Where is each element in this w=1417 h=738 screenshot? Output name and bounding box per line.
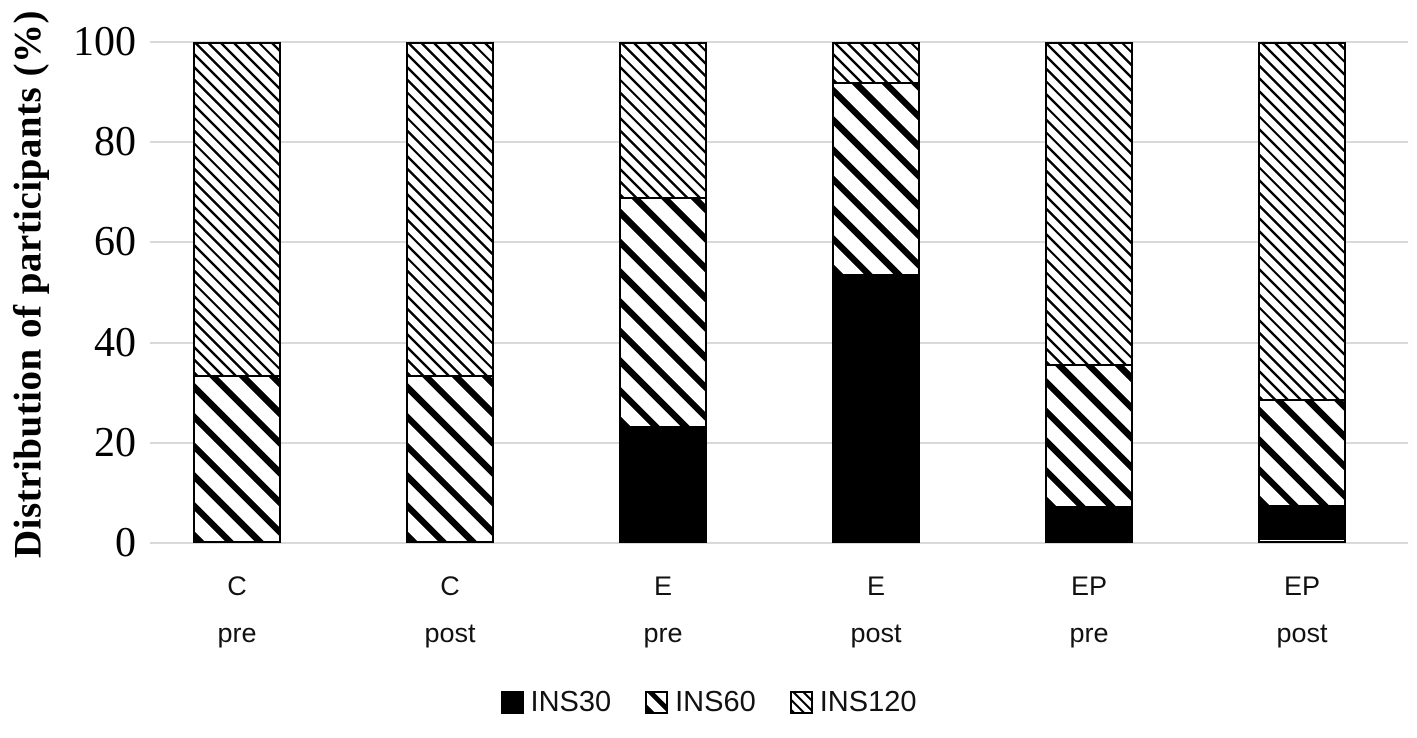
gridline bbox=[150, 41, 1408, 43]
gridline bbox=[150, 441, 1408, 444]
segment-ins120 bbox=[195, 44, 279, 376]
x-label-time: post bbox=[424, 618, 476, 648]
gridline bbox=[150, 542, 1408, 544]
segment-ins60 bbox=[1260, 398, 1344, 506]
legend-swatch-ins120 bbox=[789, 691, 813, 714]
segment-ins60 bbox=[834, 82, 918, 274]
segment-ins60 bbox=[195, 375, 279, 541]
bar-ep-pre bbox=[1045, 42, 1133, 543]
x-tick-label-ep-pre: EP pre bbox=[983, 563, 1195, 657]
segment-ins120 bbox=[408, 44, 492, 376]
legend-label: INS120 bbox=[819, 686, 917, 718]
legend-item-ins120: INS120 bbox=[789, 686, 917, 718]
legend-label: INS30 bbox=[530, 686, 612, 718]
x-label-group: E bbox=[653, 571, 672, 601]
x-label-group: E bbox=[866, 571, 885, 601]
segment-ins60 bbox=[408, 375, 492, 541]
legend-label: INS60 bbox=[675, 686, 756, 718]
segment-ins30 bbox=[834, 273, 918, 541]
x-label-time: pre bbox=[643, 618, 683, 648]
gridline bbox=[150, 341, 1408, 344]
x-tick-label-ep-post: EP post bbox=[1196, 563, 1408, 657]
legend-swatch-ins60 bbox=[645, 691, 669, 714]
segment-ins120 bbox=[621, 44, 705, 197]
x-label-time: pre bbox=[1069, 618, 1109, 648]
segment-ins60 bbox=[1047, 363, 1131, 506]
gridline bbox=[150, 241, 1408, 244]
bar-c-pre bbox=[193, 42, 281, 543]
segment-ins120 bbox=[1047, 44, 1131, 364]
segment-ins30 bbox=[621, 426, 705, 541]
gridline bbox=[150, 141, 1408, 144]
segment-ins30 bbox=[1260, 505, 1344, 541]
legend-item-ins60: INS60 bbox=[645, 688, 756, 717]
y-tick-label: 80 bbox=[94, 119, 136, 166]
x-label-group: EP bbox=[1070, 571, 1108, 601]
y-tick-label: 0 bbox=[115, 520, 136, 566]
bar-ep-post bbox=[1258, 42, 1346, 543]
x-label-group: C bbox=[440, 571, 460, 601]
segment-ins120 bbox=[834, 44, 918, 83]
segment-ins120 bbox=[1260, 44, 1344, 399]
bar-c-post bbox=[406, 42, 494, 543]
bar-e-pre bbox=[619, 42, 707, 543]
y-tick-label: 100 bbox=[73, 19, 136, 65]
legend-swatch-ins30 bbox=[500, 691, 524, 714]
legend-item-ins30: INS30 bbox=[500, 686, 612, 718]
y-tick-label: 60 bbox=[94, 219, 136, 266]
y-axis-title: Distribution of participants (%) bbox=[6, 10, 50, 558]
segment-ins30 bbox=[1047, 505, 1131, 541]
segment-ins60 bbox=[621, 196, 705, 427]
x-label-group: C bbox=[227, 571, 247, 601]
x-label-group: EP bbox=[1283, 571, 1321, 601]
legend: INS30 INS60 INS120 bbox=[0, 688, 1417, 717]
y-tick-label: 20 bbox=[94, 419, 136, 466]
y-tick-label: 40 bbox=[94, 319, 136, 366]
x-label-time: pre bbox=[217, 618, 257, 648]
x-label-time: post bbox=[850, 618, 902, 648]
x-label-time: post bbox=[1276, 618, 1328, 648]
bar-e-post bbox=[832, 42, 920, 543]
